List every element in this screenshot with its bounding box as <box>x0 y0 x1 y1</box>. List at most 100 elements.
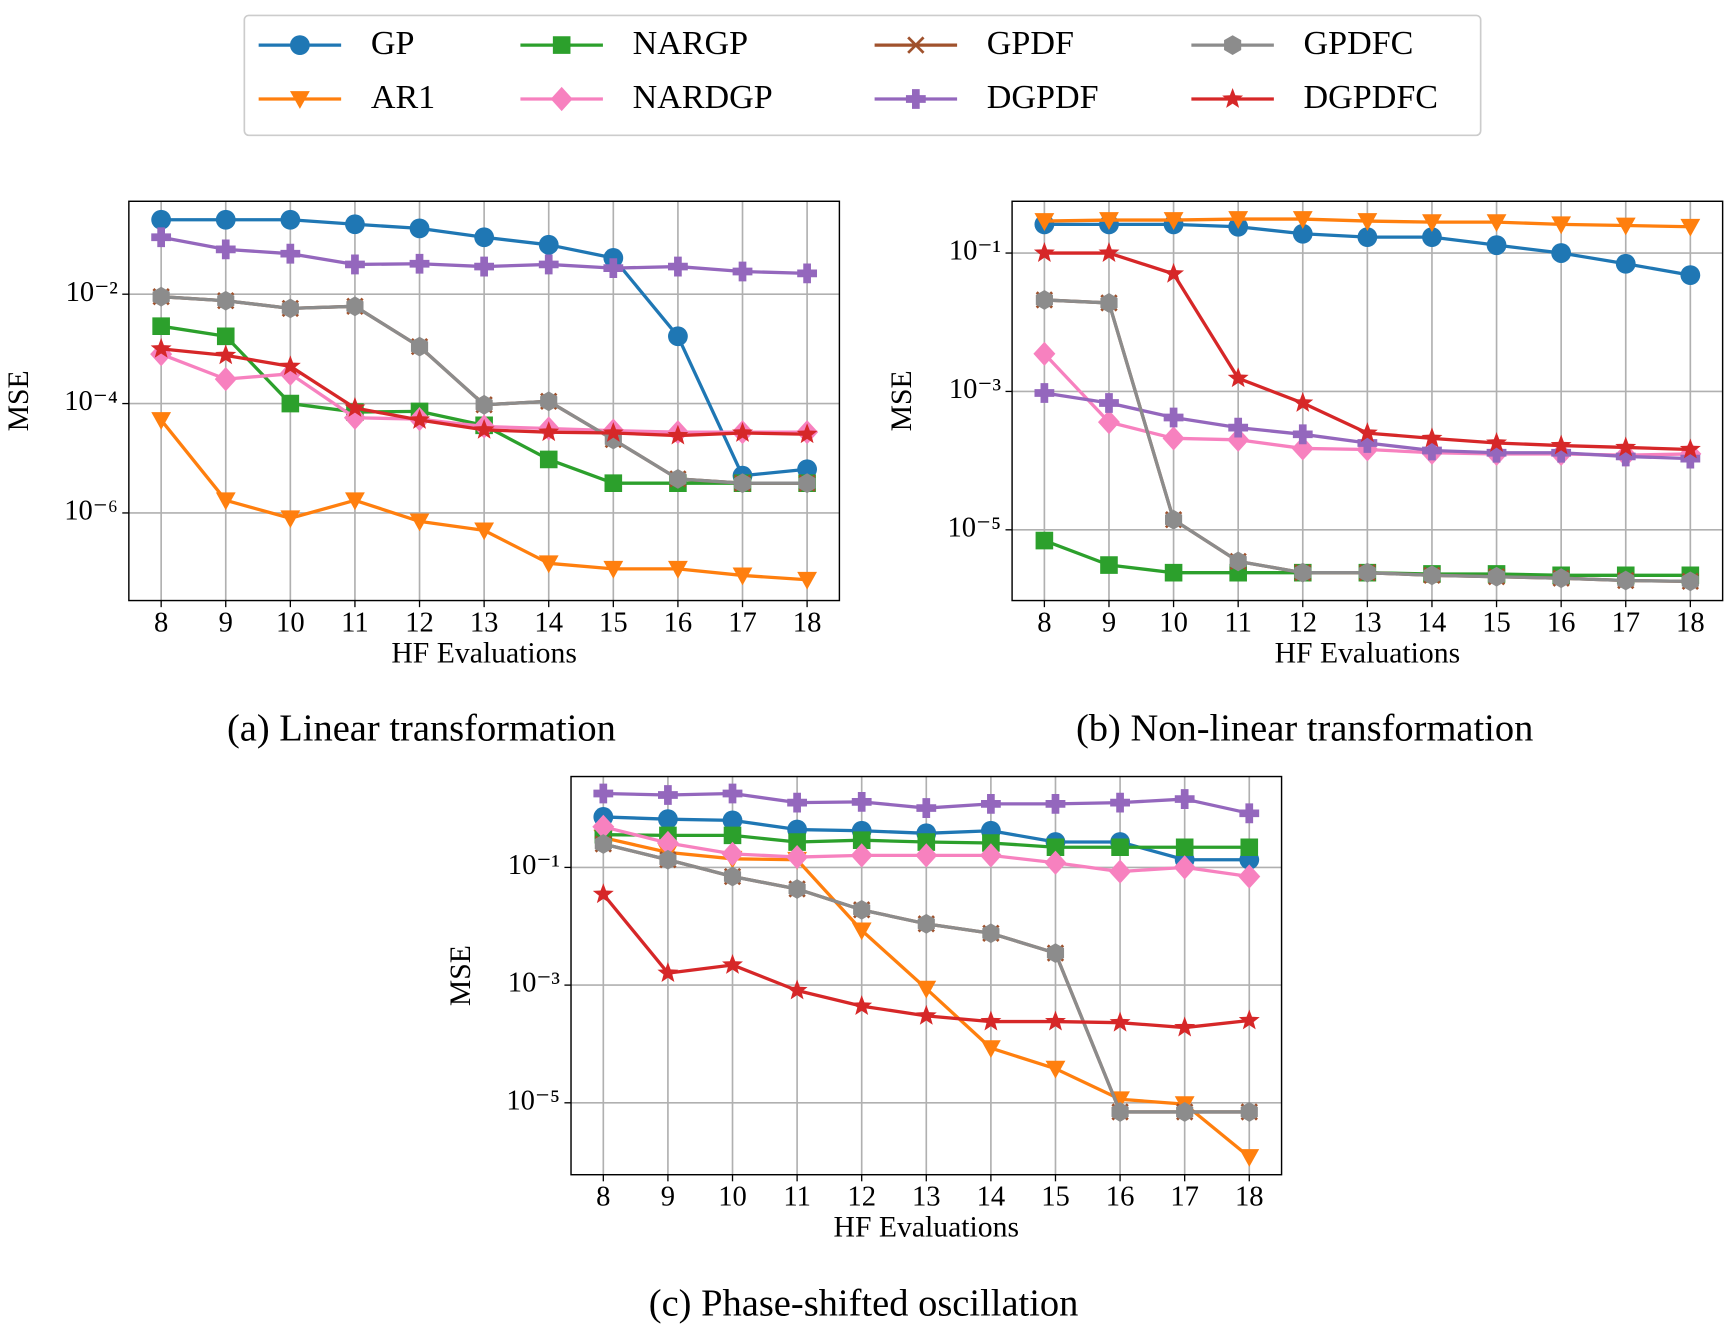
marker <box>1099 212 1119 230</box>
marker <box>409 409 430 429</box>
marker <box>345 214 365 235</box>
marker <box>1238 1009 1260 1030</box>
marker <box>982 923 1000 944</box>
plot-frame <box>570 775 1283 1176</box>
marker <box>668 256 688 277</box>
marker <box>1358 562 1376 583</box>
marker <box>409 513 430 532</box>
legend-label: NARGP <box>633 25 749 62</box>
marker <box>1163 262 1185 283</box>
x-tick-label: 17 <box>1170 1181 1199 1212</box>
marker <box>787 792 808 813</box>
marker <box>1681 571 1699 592</box>
marker <box>788 879 806 899</box>
legend-label: DGPDFC <box>1304 79 1438 116</box>
marker <box>1238 864 1261 889</box>
marker <box>723 826 742 845</box>
marker <box>1227 367 1249 388</box>
marker <box>345 492 365 511</box>
x-axis-label: HF Evaluations <box>1275 637 1461 669</box>
marker <box>538 254 559 275</box>
marker <box>1174 1016 1196 1037</box>
marker <box>593 783 614 804</box>
marker <box>1033 242 1055 262</box>
x-tick-label: 17 <box>728 607 757 638</box>
marker <box>1164 509 1183 530</box>
marker <box>1111 838 1129 857</box>
marker <box>1224 35 1242 55</box>
legend-label: DGPDF <box>987 79 1099 116</box>
y-tick-label: 10⁻¹ <box>508 850 560 881</box>
marker <box>552 36 571 54</box>
marker <box>1292 211 1313 229</box>
marker <box>916 798 937 818</box>
marker <box>151 227 172 248</box>
marker <box>1239 803 1260 824</box>
marker <box>1486 214 1507 233</box>
marker <box>1176 1102 1194 1122</box>
y-tick-label: 10⁻³ <box>508 968 561 999</box>
marker <box>1035 290 1053 310</box>
marker <box>669 468 687 489</box>
marker <box>722 810 743 831</box>
marker <box>668 560 688 579</box>
x-tick-label: 16 <box>664 607 693 638</box>
marker <box>215 239 236 260</box>
marker <box>1163 407 1184 428</box>
x-tick-label: 9 <box>219 607 233 638</box>
marker <box>982 834 1000 852</box>
marker <box>1222 87 1244 108</box>
marker <box>1421 427 1443 448</box>
marker <box>798 473 816 494</box>
x-tick-label: 8 <box>596 1181 610 1212</box>
marker <box>979 843 1002 868</box>
y-tick-label: 10⁻¹ <box>949 236 1001 267</box>
marker <box>1228 417 1249 438</box>
marker <box>281 394 300 413</box>
marker <box>474 256 495 277</box>
x-tick-label: 11 <box>341 607 369 638</box>
marker <box>851 995 873 1015</box>
marker <box>1174 789 1195 809</box>
marker <box>539 450 558 469</box>
marker <box>657 962 679 982</box>
legend-label: GPDF <box>987 25 1074 62</box>
marker <box>796 423 818 444</box>
marker <box>1550 434 1572 455</box>
marker <box>1163 212 1184 230</box>
marker <box>1423 565 1441 586</box>
marker <box>1294 562 1312 583</box>
subplot-caption: (b) Non-linear transformation <box>1076 707 1533 749</box>
x-tick-label: 18 <box>1235 1181 1264 1212</box>
marker <box>723 866 742 887</box>
marker <box>1034 383 1055 403</box>
marker <box>152 317 170 335</box>
marker <box>1239 1149 1260 1167</box>
marker <box>473 418 495 439</box>
marker <box>538 421 560 442</box>
x-tick-label: 15 <box>1041 1181 1070 1212</box>
x-tick-label: 18 <box>793 607 822 638</box>
marker <box>280 209 301 230</box>
x-tick-label: 17 <box>1611 607 1640 638</box>
marker <box>1175 838 1194 857</box>
legend-label: GP <box>371 25 415 62</box>
marker <box>603 248 624 268</box>
marker <box>850 843 873 868</box>
marker <box>1356 422 1378 442</box>
subplot: 8 9 10 11 12 13 14 15 16 17 18 10⁻⁵ 10⁻³ 10⁻¹ HF Evalu… <box>886 200 1724 749</box>
marker <box>1615 253 1636 274</box>
marker <box>1551 243 1572 263</box>
x-tick-label: 14 <box>1418 607 1447 638</box>
marker <box>786 844 809 870</box>
marker <box>797 263 818 284</box>
marker <box>1229 551 1247 572</box>
y-tick-label: 10⁻³ <box>949 374 1002 405</box>
marker <box>1422 214 1442 233</box>
marker <box>1110 792 1130 813</box>
marker <box>1486 442 1507 463</box>
x-tick-label: 11 <box>783 1181 811 1212</box>
marker <box>594 834 612 854</box>
x-tick-label: 15 <box>1482 607 1511 638</box>
marker <box>852 831 871 849</box>
